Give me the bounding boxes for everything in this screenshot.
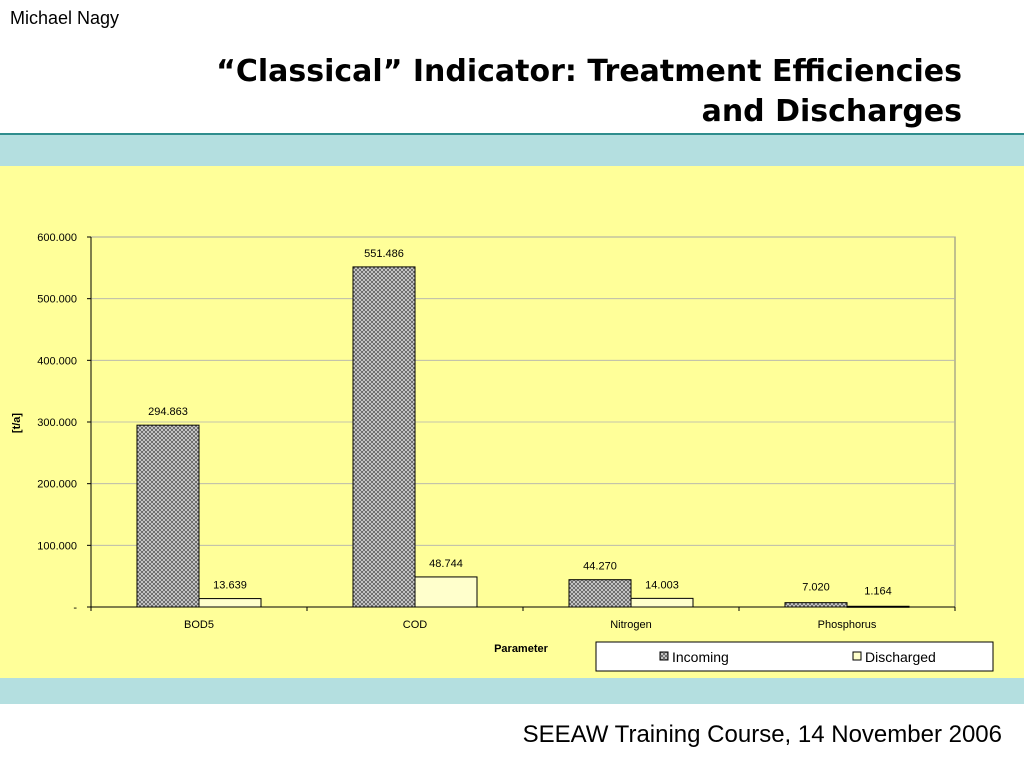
data-label: 294.863 [148, 406, 188, 418]
bar-incoming-bod5 [136, 424, 200, 608]
y-tick-label: 500.000 [37, 294, 77, 306]
y-axis-title: [t/a] [11, 413, 23, 434]
bar-discharged-phosphorus [846, 605, 910, 608]
slide-title: “Classical” Indicator: Treatment Efficie… [62, 52, 962, 132]
bar-chart: - 100.000 200.000 300.000 400.000 500.000 600.… [11, 232, 994, 672]
legend-swatch-incoming [659, 651, 669, 661]
legend-swatch-discharged [852, 651, 862, 661]
data-label: 7.020 [802, 582, 830, 594]
data-label: 14.003 [645, 579, 679, 591]
x-tick-label: Phosphorus [818, 619, 877, 631]
y-tick-label: 200.000 [37, 479, 77, 491]
bar-discharged-cod [414, 576, 478, 608]
x-tick-label: Nitrogen [610, 619, 652, 631]
bar-discharged-nitrogen [630, 597, 694, 608]
author-name: Michael Nagy [10, 8, 120, 28]
legend-label-incoming: Incoming [672, 649, 729, 665]
slide-title-line-1: “Classical” Indicator: Treatment Efficie… [216, 54, 962, 89]
y-tick-label: 100.000 [37, 540, 77, 552]
legend: Incoming Discharged [595, 641, 994, 672]
data-label: 48.744 [429, 558, 463, 570]
data-label: 13.639 [213, 580, 247, 592]
x-tick-label: BOD5 [184, 619, 214, 631]
top-band [0, 135, 1024, 166]
y-tick-label: - [73, 602, 77, 614]
y-tick-label: 300.000 [37, 417, 77, 429]
y-tick-label: 400.000 [37, 355, 77, 367]
legend-label-discharged: Discharged [865, 649, 936, 665]
data-label: 551.486 [364, 248, 404, 260]
bar-discharged-bod5 [198, 598, 262, 608]
x-axis-title: Parameter [494, 643, 549, 655]
bar-incoming-phosphorus [784, 602, 848, 608]
slide-title-line-2: and Discharges [701, 94, 962, 129]
bar-incoming-cod [352, 266, 416, 608]
bar-incoming-nitrogen [568, 579, 632, 608]
title-divider [0, 133, 1024, 135]
bottom-band [0, 678, 1024, 704]
x-tick-label: COD [403, 619, 428, 631]
footer-text: SEEAW Training Course, 14 November 2006 [522, 721, 1002, 748]
data-label: 44.270 [583, 561, 617, 573]
y-tick-label: 600.000 [37, 232, 77, 244]
data-label: 1.164 [864, 585, 892, 597]
